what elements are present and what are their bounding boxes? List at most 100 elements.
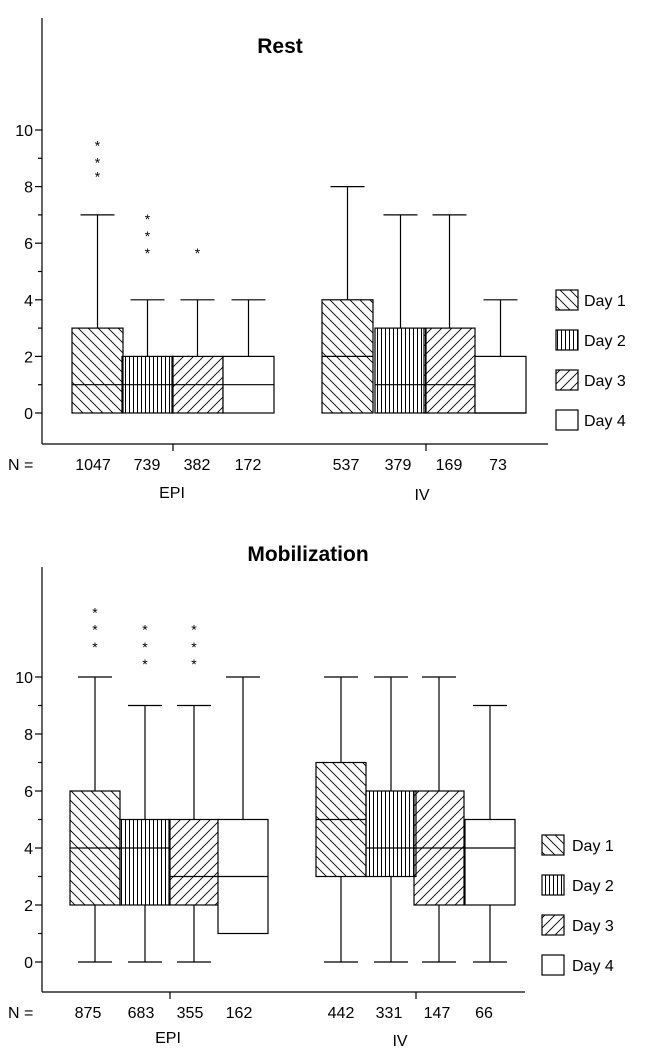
legend-swatch-day-2: [541, 874, 565, 896]
legend-swatch-day-1: [541, 834, 565, 856]
n-label: 147: [424, 1005, 451, 1022]
outlier-marker: *: [145, 245, 151, 261]
y-tick-label: 4: [24, 293, 33, 310]
box-iqr: [365, 790, 417, 878]
legend-label: Day 1: [572, 838, 614, 855]
outlier-marker: *: [142, 656, 148, 672]
box-epi-day-3: ***: [168, 622, 220, 963]
legend-swatch-day-1: [555, 289, 579, 311]
y-axis-ticks: 0 2 4 6 8 10: [15, 123, 42, 423]
outlier-marker: *: [95, 137, 101, 153]
outlier-marker: *: [92, 639, 98, 655]
box-iv-day-1: [321, 186, 374, 414]
legend-label: Day 2: [572, 878, 614, 895]
box-epi-day-4: [222, 299, 275, 414]
box-epi-day-2: ***: [119, 622, 171, 963]
box-iv-day-4: [474, 299, 527, 414]
outlier-marker: *: [142, 639, 148, 655]
y-tick-label: 2: [24, 349, 33, 366]
y-tick-label: 10: [15, 670, 33, 687]
legend-swatch-day-4: [541, 954, 565, 976]
legend: Day 1 Day 2 Day 3 Day 4: [541, 834, 614, 976]
legend-label: Day 3: [572, 918, 614, 935]
group-label-iv: IV: [414, 487, 429, 504]
y-tick-label: 4: [24, 841, 33, 858]
box-iv-day-1: [315, 676, 367, 963]
box-iqr: [423, 327, 476, 414]
legend-swatch-day-2: [555, 329, 579, 351]
box-iv-day-2: [374, 214, 427, 414]
outlier-marker: *: [95, 168, 101, 184]
outlier-marker: *: [191, 656, 197, 672]
n-label: 73: [489, 457, 507, 474]
group-label-iv: IV: [392, 1033, 407, 1050]
n-label: 1047: [75, 457, 111, 474]
box-plot-series: *******: [71, 137, 527, 451]
chart-title: Mobilization: [247, 543, 368, 566]
n-label: 331: [376, 1005, 403, 1022]
box-iv-day-2: [365, 676, 417, 963]
n-prefix: N =: [8, 1005, 33, 1022]
legend-label: Day 3: [584, 373, 626, 390]
y-tick-label: 6: [24, 784, 33, 801]
legend-swatch-day-3: [541, 914, 565, 936]
chart-title: Rest: [257, 35, 303, 58]
n-label: 739: [134, 457, 161, 474]
box-iqr: [168, 818, 220, 906]
y-tick-label: 6: [24, 236, 33, 253]
y-tick-label: 0: [24, 406, 33, 423]
n-label: 379: [385, 457, 412, 474]
n-label: 442: [328, 1005, 355, 1022]
n-label: 355: [177, 1005, 204, 1022]
n-labels: N = 1047 739 382 172 537 379 169 73: [8, 457, 507, 474]
outlier-marker: *: [92, 605, 98, 621]
outlier-marker: *: [95, 154, 101, 170]
box-iqr: [374, 327, 427, 414]
n-label: 172: [235, 457, 262, 474]
legend-label: Day 4: [572, 958, 614, 975]
y-tick-label: 2: [24, 898, 33, 915]
n-label: 66: [475, 1005, 493, 1022]
y-tick-label: 8: [24, 180, 33, 197]
n-label: 162: [226, 1005, 253, 1022]
box-iqr: [474, 355, 527, 414]
legend-swatch-day-3: [555, 369, 579, 391]
box-plot-series: *********: [69, 605, 516, 999]
outlier-marker: *: [145, 228, 151, 244]
n-label: 169: [436, 457, 463, 474]
box-iv-day-4: [464, 704, 516, 963]
legend-label: Day 2: [584, 333, 626, 350]
box-iqr: [464, 818, 516, 906]
box-iv-day-3: [413, 676, 465, 963]
box-iqr: [119, 818, 171, 906]
outlier-marker: *: [191, 622, 197, 638]
group-label-epi: EPI: [159, 485, 185, 502]
y-tick-label: 8: [24, 727, 33, 744]
legend-label: Day 1: [584, 293, 626, 310]
n-label: 683: [128, 1005, 155, 1022]
group-label-epi: EPI: [155, 1030, 181, 1047]
outlier-marker: *: [142, 622, 148, 638]
y-tick-label: 10: [15, 123, 33, 140]
legend: Day 1 Day 2 Day 3 Day 4: [555, 289, 626, 431]
box-iqr: [71, 327, 124, 414]
n-prefix: N =: [8, 457, 33, 474]
n-label: 382: [184, 457, 211, 474]
box-epi-day-1: ***: [71, 137, 124, 414]
n-labels: N = 875 683 355 162 442 331 147 66: [8, 1005, 493, 1022]
outlier-marker: *: [195, 245, 201, 261]
box-epi-day-4: [217, 676, 269, 935]
box-epi-day-3: *: [171, 245, 224, 414]
legend-swatch-day-4: [555, 409, 579, 431]
n-label: 875: [75, 1005, 102, 1022]
box-epi-day-1: ***: [69, 605, 121, 963]
outlier-marker: *: [191, 639, 197, 655]
box-epi-day-2: ***: [121, 211, 174, 414]
y-axis-ticks: 0 2 4 6 8 10: [15, 670, 42, 972]
outlier-marker: *: [92, 622, 98, 638]
legend-label: Day 4: [584, 413, 626, 430]
y-tick-label: 0: [24, 955, 33, 972]
box-iv-day-3: [423, 214, 476, 414]
